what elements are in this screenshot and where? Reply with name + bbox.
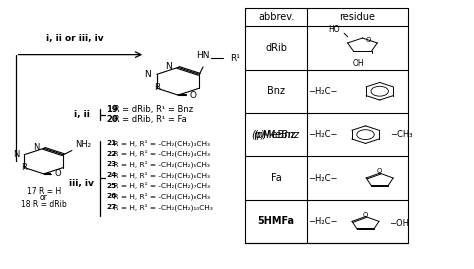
Text: R = H, R¹ = -CH₂(CH₂)₁₀CH₃: R = H, R¹ = -CH₂(CH₂)₁₀CH₃	[111, 203, 213, 211]
Text: 26: 26	[106, 193, 116, 199]
Text: Fa: Fa	[271, 173, 282, 183]
Text: Bnz: Bnz	[267, 86, 285, 96]
Text: N: N	[165, 62, 172, 71]
Text: 23: 23	[106, 161, 116, 167]
Text: R = H, R¹ = -CH₂(CH₂)₃CH₃: R = H, R¹ = -CH₂(CH₂)₃CH₃	[111, 139, 210, 147]
Text: i, ii: i, ii	[73, 110, 90, 119]
Text: MeBnz: MeBnz	[264, 130, 296, 140]
Text: N: N	[33, 143, 39, 152]
Text: 22: 22	[106, 151, 116, 157]
Text: 27: 27	[106, 204, 116, 210]
Text: residue: residue	[339, 12, 375, 22]
Text: i, ii or iii, iv: i, ii or iii, iv	[46, 34, 103, 43]
Text: 20: 20	[106, 115, 118, 124]
Text: R = H, R¹ = -CH₂(CH₂)₄CH₃: R = H, R¹ = -CH₂(CH₂)₄CH₃	[111, 150, 210, 157]
Text: 18 R = dRib: 18 R = dRib	[21, 200, 67, 209]
Text: R: R	[154, 83, 160, 92]
Text: −H₂C−: −H₂C−	[308, 217, 337, 226]
Text: 25: 25	[106, 183, 116, 189]
Text: NH₂: NH₂	[75, 140, 91, 149]
Text: 5HMFa: 5HMFa	[257, 217, 295, 226]
Text: R¹: R¹	[230, 54, 240, 63]
Text: O: O	[190, 91, 196, 100]
Text: −H₂C−: −H₂C−	[308, 130, 337, 139]
Text: O: O	[365, 37, 371, 43]
Text: 21: 21	[106, 140, 117, 146]
Text: 24: 24	[106, 172, 117, 178]
Text: HO: HO	[328, 25, 340, 34]
Text: or: or	[40, 193, 48, 202]
Text: abbrev.: abbrev.	[258, 12, 294, 22]
Text: R = H, R¹ = -CH₂(CH₂)₆CH₃: R = H, R¹ = -CH₂(CH₂)₆CH₃	[111, 171, 210, 179]
Text: R = H, R¹ = -CH₂(CH₂)₇CH₃: R = H, R¹ = -CH₂(CH₂)₇CH₃	[111, 182, 210, 189]
Text: dRib: dRib	[265, 43, 287, 53]
Text: OH: OH	[352, 59, 364, 68]
Text: O: O	[363, 212, 368, 218]
Text: 19: 19	[106, 105, 118, 114]
Text: N: N	[144, 70, 151, 79]
Text: O: O	[377, 168, 383, 174]
Text: HN: HN	[196, 51, 210, 61]
Text: O: O	[54, 169, 61, 178]
Text: R = dRib, R¹ = Bnz: R = dRib, R¹ = Bnz	[111, 105, 193, 114]
Text: (p)MeBnz: (p)MeBnz	[253, 130, 299, 140]
Text: −H₂C−: −H₂C−	[308, 87, 337, 96]
Text: (p): (p)	[251, 130, 265, 140]
Text: −OH: −OH	[389, 219, 409, 228]
Text: R: R	[21, 163, 27, 172]
Text: −H₂C−: −H₂C−	[308, 174, 337, 183]
Text: R = H, R¹ = -CH₂(CH₂)₈CH₃: R = H, R¹ = -CH₂(CH₂)₈CH₃	[111, 193, 210, 200]
Text: −CH₃: −CH₃	[390, 130, 412, 139]
Text: 17 R = H: 17 R = H	[27, 187, 61, 196]
Text: iii, iv: iii, iv	[69, 179, 94, 188]
Text: R = dRib, R¹ = Fa: R = dRib, R¹ = Fa	[111, 115, 187, 124]
Text: N: N	[13, 150, 19, 159]
Text: R = H, R¹ = -CH₂(CH₂)₅CH₃: R = H, R¹ = -CH₂(CH₂)₅CH₃	[111, 161, 210, 168]
